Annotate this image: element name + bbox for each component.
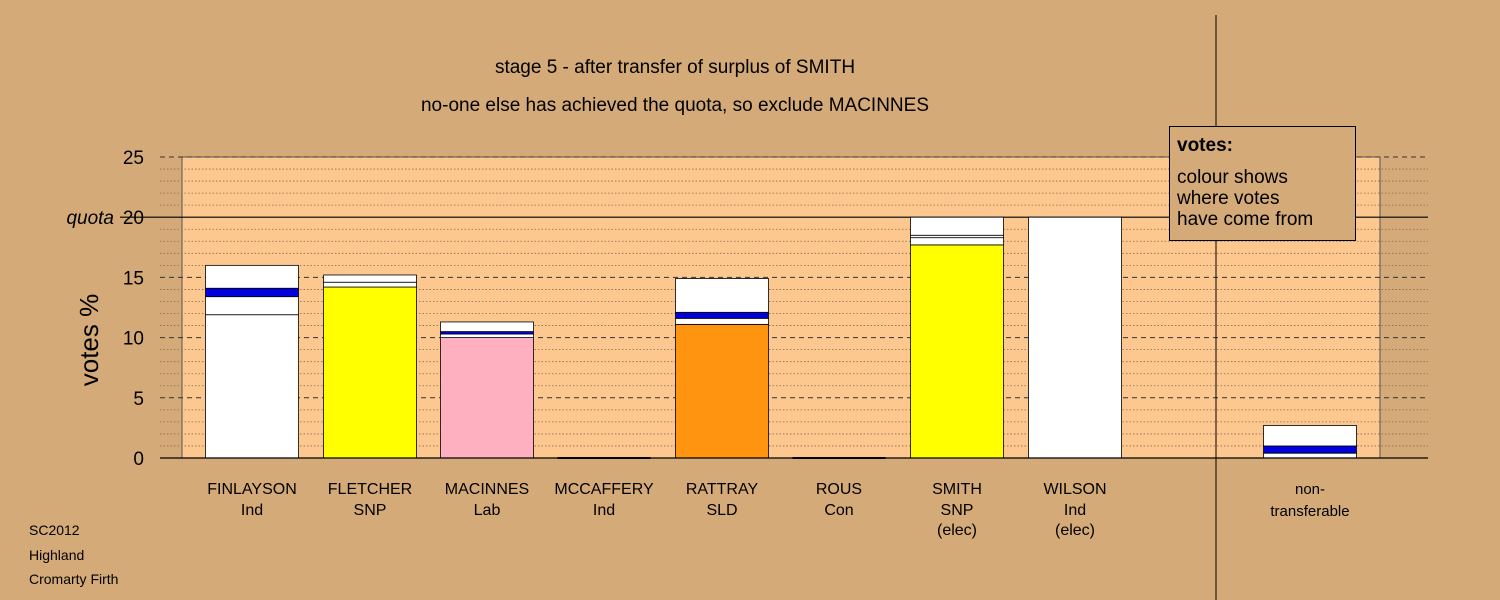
bar-macinnes-segment [440, 333, 534, 339]
candidate-party-label: SLD [706, 502, 737, 519]
y-tick-label: 10 [123, 329, 144, 350]
legend-line-2: where votes [1177, 188, 1280, 209]
candidate-party-label: Ind [593, 502, 615, 519]
legend-box: votes: colour shows where votes have com… [1169, 126, 1356, 241]
bar-fletcher-segment [323, 286, 417, 459]
y-tick-label: 5 [133, 389, 144, 410]
bar-rattray-segment [675, 317, 769, 325]
candidate-note-label: (elec) [1055, 522, 1095, 539]
non-transferable-label-line-1: non- [1295, 481, 1325, 498]
legend-title: votes: [1177, 135, 1233, 156]
candidate-party-label: SNP [941, 502, 974, 519]
bar-finlayson-segment [205, 314, 299, 459]
bar-non-transferable-segment [1263, 452, 1357, 459]
y-tick-label: 20 [123, 208, 144, 229]
quota-label: quota [66, 208, 114, 229]
legend-line-1: colour shows [1177, 167, 1288, 188]
candidate-name-label: WILSON [1043, 481, 1106, 498]
candidate-name-label: MACINNES [445, 481, 529, 498]
candidate-party-label: Ind [1064, 502, 1086, 519]
y-tick-label: 15 [123, 268, 144, 289]
candidate-name-label: ROUS [816, 481, 862, 498]
bar-finlayson-segment [205, 296, 299, 316]
bar-rattray-segment [675, 323, 769, 459]
candidate-party-label: SNP [354, 502, 387, 519]
bar-fletcher-segment [323, 281, 417, 288]
footer-line-1: SC2012 [29, 522, 80, 538]
legend-body: colour shows where votes have come from [1177, 167, 1348, 230]
axis-layer: 0 5 10 15 20 25 FINLAYSON Ind FLETCHER SNP MACINNE… [123, 148, 1428, 539]
non-transferable-label-line-2: transferable [1270, 503, 1349, 520]
legend-line-3: have come from [1177, 209, 1314, 230]
candidate-note-label: (elec) [937, 522, 977, 539]
bar-non-transferable-segment [1263, 425, 1357, 447]
bar-wilson-segment [1028, 216, 1122, 459]
candidate-name-label: SMITH [932, 481, 982, 498]
candidate-name-label: MCCAFFERY [554, 481, 654, 498]
y-tick-label: 25 [123, 148, 144, 169]
footer-line-2: Highland [29, 547, 84, 563]
candidate-name-label: RATTRAY [686, 481, 759, 498]
y-tick-label: 0 [133, 449, 144, 470]
bar-fletcher-segment [323, 274, 417, 283]
footer-line-3: Cromarty Firth [29, 571, 118, 587]
candidate-name-label: FLETCHER [328, 481, 412, 498]
bar-finlayson-segment [205, 264, 299, 289]
candidate-name-label: FINLAYSON [207, 481, 297, 498]
candidate-party-label: Ind [241, 502, 263, 519]
bar-rattray-segment [675, 278, 769, 313]
bar-finlayson-segment [205, 287, 299, 298]
bar-rattray-segment [675, 311, 769, 319]
bar-non-transferable-segment [1263, 445, 1357, 454]
bar-smith-segment [910, 216, 1004, 236]
chart-title: stage 5 - after transfer of surplus of S… [495, 57, 855, 78]
bar-smith-segment [910, 237, 1004, 246]
y-axis-label: votes % [74, 294, 104, 387]
candidate-party-label: Lab [474, 502, 501, 519]
candidate-party-label: Con [824, 502, 853, 519]
bars-layer [205, 216, 1357, 459]
bar-macinnes-segment [440, 337, 534, 459]
bar-macinnes-segment [440, 321, 534, 332]
chart-subtitle: no-one else has achieved the quota, so e… [421, 95, 929, 116]
bar-smith-segment [910, 244, 1004, 459]
